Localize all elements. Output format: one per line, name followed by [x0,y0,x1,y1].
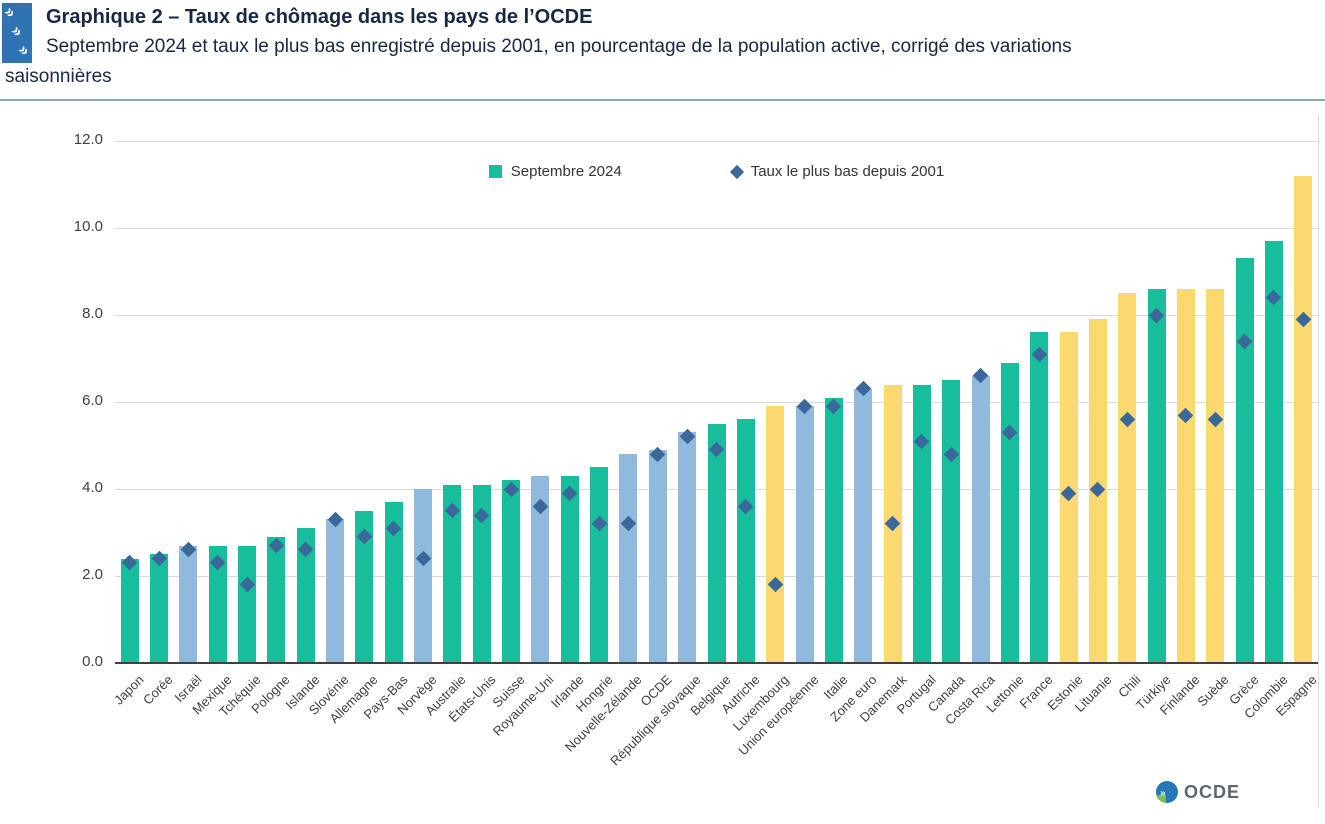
bar-allemagne [355,510,374,663]
ocde-logo: » OCDE [1155,780,1240,804]
bar-turkiye [1147,288,1166,663]
bar-union-europeenne [795,406,814,663]
bar-republique-slovaque [678,432,697,663]
bar-slovenie [326,519,345,663]
bar-espagne [1294,175,1313,663]
bar-belgique [707,423,726,663]
legend-item-septembre-2024: Septembre 2024 [488,163,622,180]
bar-swatch-icon [488,165,502,178]
bar-chili [1118,293,1137,663]
bar-hongrie [590,467,609,663]
bar-colombie [1264,241,1283,663]
bar-portugal [912,384,931,663]
svg-text:»: » [1160,788,1166,799]
figure-subtitle-line1: Septembre 2024 et taux le plus bas enreg… [46,36,1072,57]
bar-norvege [414,489,433,663]
legend-label-septembre-2024: Septembre 2024 [510,163,622,180]
legend-item-taux-le-plus-bas: Taux le plus bas depuis 2001 [729,163,945,180]
bar-luxembourg [766,406,785,663]
bar-costa-rica [971,375,990,663]
bar-lettonie [1000,362,1019,663]
y-tick-label-6.0: 6.0 [82,392,103,409]
bar-suede [1206,288,1225,663]
gridline-6.0 [115,401,1318,403]
bar-japon [120,558,139,663]
bar-islande [296,528,315,663]
bar-israel [179,545,198,663]
gridline-10.0 [115,227,1318,229]
bar-tchequie [238,545,257,663]
y-tick-label-12.0: 12.0 [73,131,103,148]
bar-mexique [208,545,227,663]
ocde-logo-text: OCDE [1183,781,1240,802]
bar-autriche [736,419,755,663]
bar-suisse [502,480,521,663]
oecd-chevron-logo: » » » [2,3,32,63]
gridline-8.0 [115,314,1318,316]
bar-finlande [1176,288,1195,663]
bar-royaume-uni [531,475,550,663]
chart-frame-border [1318,115,1319,807]
bar-irlande [560,475,579,663]
bar-ocde [648,449,667,663]
y-tick-label-0.0: 0.0 [82,653,103,670]
legend-label-taux-le-plus-bas: Taux le plus bas depuis 2001 [750,163,945,180]
bar-italie [824,397,843,663]
bar-etats-unis [472,484,491,663]
bar-france [1030,332,1049,663]
bar-australie [443,484,462,663]
bar-nouvelle-zelande [619,454,638,663]
x-axis-line [115,662,1318,664]
y-tick-label-8.0: 8.0 [82,305,103,322]
y-tick-label-10.0: 10.0 [73,218,103,235]
figure-title: Graphique 2 – Taux de chômage dans les p… [46,6,593,28]
bar-zone-euro [854,388,873,663]
y-tick-label-2.0: 2.0 [82,566,103,583]
gridline-12.0 [115,140,1318,142]
ocde-globe-icon: » [1155,781,1178,803]
bar-grece [1235,258,1254,663]
bar-pays-bas [384,502,403,663]
y-tick-label-4.0: 4.0 [82,479,103,496]
bar-pologne [267,536,286,663]
figure-subtitle-line2: saisonnières [5,66,112,87]
header-divider [0,99,1325,101]
bar-coree [150,554,168,663]
bar-canada [942,380,961,663]
legend: Septembre 2024 Taux le plus bas depuis 2… [115,163,1318,180]
